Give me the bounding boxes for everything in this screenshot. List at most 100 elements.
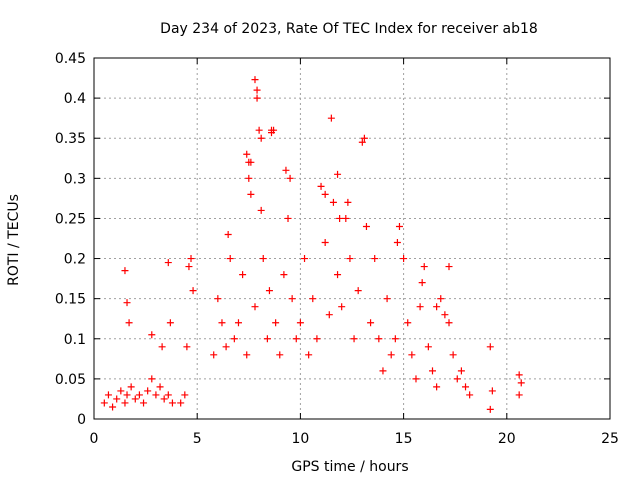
x-tick-label: 10	[291, 431, 309, 447]
data-point	[360, 134, 368, 142]
data-point	[416, 303, 424, 311]
data-point	[164, 259, 172, 267]
data-point	[441, 311, 449, 319]
data-point	[301, 255, 309, 263]
data-point	[336, 214, 344, 222]
data-point	[152, 391, 160, 399]
data-point	[148, 331, 156, 339]
data-point	[344, 198, 352, 206]
data-point	[488, 387, 496, 395]
data-point	[247, 190, 255, 198]
data-point	[282, 166, 290, 174]
y-tick-label: 0.3	[64, 171, 86, 187]
data-point	[457, 367, 465, 375]
data-point	[166, 319, 174, 327]
data-point	[286, 174, 294, 182]
y-tick-label: 0.1	[64, 332, 86, 348]
data-point	[418, 279, 426, 287]
data-point	[462, 383, 470, 391]
data-point	[177, 399, 185, 407]
data-point	[371, 255, 379, 263]
gridlines	[94, 58, 610, 419]
data-point	[391, 335, 399, 343]
x-tick-label: 5	[193, 431, 202, 447]
data-point	[321, 190, 329, 198]
data-point	[453, 375, 461, 383]
y-tick-label: 0	[77, 412, 86, 428]
data-points	[100, 76, 525, 413]
data-point	[255, 126, 263, 134]
data-point	[393, 239, 401, 247]
data-point	[123, 299, 131, 307]
data-point	[144, 387, 152, 395]
data-point	[181, 391, 189, 399]
data-point	[259, 255, 267, 263]
data-point	[350, 335, 358, 343]
data-point	[125, 319, 133, 327]
data-point	[515, 391, 523, 399]
data-point	[292, 335, 300, 343]
data-point	[354, 287, 362, 295]
data-point	[135, 391, 143, 399]
data-point	[404, 319, 412, 327]
data-point	[121, 399, 129, 407]
data-point	[338, 303, 346, 311]
data-point	[251, 76, 259, 84]
data-point	[321, 239, 329, 247]
data-point	[263, 335, 271, 343]
y-axis-label: ROTI / TECUs	[6, 194, 22, 286]
y-tick-label: 0.35	[55, 131, 86, 147]
data-point	[400, 255, 408, 263]
data-point	[187, 255, 195, 263]
x-tick-label: 15	[395, 431, 413, 447]
y-tick-label: 0.15	[55, 292, 86, 308]
data-point	[420, 263, 428, 271]
data-point	[367, 319, 375, 327]
data-point	[296, 319, 304, 327]
data-point	[127, 383, 135, 391]
y-tick-label: 0.2	[64, 252, 86, 268]
data-point	[226, 255, 234, 263]
data-point	[214, 295, 222, 303]
data-point	[158, 343, 166, 351]
x-tick-label: 25	[601, 431, 619, 447]
data-point	[160, 395, 168, 403]
y-tick-label: 0.25	[55, 211, 86, 227]
data-point	[131, 395, 139, 403]
data-point	[375, 335, 383, 343]
data-point	[424, 343, 432, 351]
data-point	[148, 375, 156, 383]
data-point	[265, 287, 273, 295]
data-point	[387, 351, 395, 359]
x-axis-ticks: 0 5 10 15 20 25	[90, 58, 619, 447]
x-tick-label: 20	[498, 431, 516, 447]
data-point	[445, 263, 453, 271]
data-point	[280, 271, 288, 279]
data-point	[309, 295, 317, 303]
data-point	[268, 129, 276, 137]
data-point	[466, 391, 474, 399]
data-point	[486, 343, 494, 351]
y-tick-label: 0.4	[64, 91, 86, 107]
data-point	[313, 335, 321, 343]
data-point	[327, 114, 335, 122]
data-point	[100, 399, 108, 407]
data-point	[395, 222, 403, 230]
data-point	[156, 383, 164, 391]
data-point	[433, 383, 441, 391]
data-point	[183, 343, 191, 351]
data-point	[243, 351, 251, 359]
x-axis-label: GPS time / hours	[291, 459, 408, 475]
data-point	[428, 367, 436, 375]
data-point	[383, 295, 391, 303]
data-point	[168, 399, 176, 407]
data-point	[272, 319, 280, 327]
data-point	[218, 319, 226, 327]
data-point	[247, 158, 255, 166]
data-point	[230, 335, 238, 343]
data-point	[109, 403, 117, 411]
data-point	[189, 287, 197, 295]
data-point	[257, 206, 265, 214]
data-point	[412, 375, 420, 383]
